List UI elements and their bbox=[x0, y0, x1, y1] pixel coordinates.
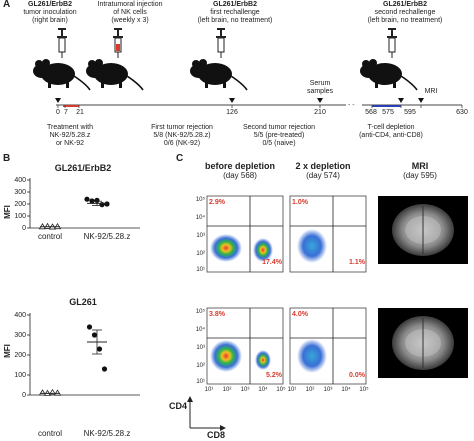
arrow-icon bbox=[317, 98, 323, 103]
axis-label-cd4: CD4 bbox=[168, 401, 187, 411]
x-tick-label: 10⁴ bbox=[258, 387, 268, 393]
y-tick-label: 100 bbox=[14, 213, 26, 220]
mfi-chart-gl261 bbox=[27, 313, 140, 396]
quadrant-pct: 4.0% bbox=[292, 311, 308, 318]
y-tick-label: 200 bbox=[14, 201, 26, 208]
column-title: MRI (day 595) bbox=[403, 161, 437, 180]
x-tick-label: 10⁵ bbox=[276, 387, 286, 393]
mfi-charts bbox=[27, 178, 140, 396]
y-tick-label: 10¹ bbox=[196, 379, 205, 385]
syringe-icon bbox=[112, 27, 124, 59]
y-tick-label: 10⁵ bbox=[195, 197, 205, 203]
y-tick-label: 400 bbox=[14, 312, 26, 319]
note-depletion: T-cell depletion (anti-CD4, anti-CD8) bbox=[359, 124, 423, 139]
y-tick-label: 10¹ bbox=[196, 267, 205, 273]
mri-time-label: MRI bbox=[424, 88, 438, 95]
tick-label: 0 bbox=[56, 109, 60, 116]
data-point bbox=[104, 201, 110, 207]
axis-label-cd8: CD8 bbox=[206, 430, 225, 440]
tick-label: 630 bbox=[456, 109, 468, 116]
event-label-inoculation: GL261/ErbB2 tumor inoculation (right brain… bbox=[23, 1, 77, 24]
y-tick-label: 0 bbox=[22, 392, 26, 399]
data-point bbox=[84, 196, 90, 202]
tick-label: 210 bbox=[314, 109, 326, 116]
y-tick-label: 300 bbox=[14, 189, 26, 196]
note-treatment: Treatment with NK-92/5.28.z or NK-92 bbox=[46, 124, 94, 147]
data-point bbox=[94, 197, 100, 203]
timeline-graphic: - - bbox=[32, 27, 463, 109]
arrow-icon bbox=[398, 98, 404, 103]
y-tick-label: 10² bbox=[196, 363, 205, 369]
tick-label: 595 bbox=[404, 109, 416, 116]
tick-label: 21 bbox=[76, 109, 84, 116]
column-title: 2 x depletion (day 574) bbox=[295, 161, 351, 180]
y-tick-label: 10⁴ bbox=[195, 215, 205, 221]
x-tick-label: 10¹ bbox=[287, 387, 297, 393]
x-tick-label: 10² bbox=[222, 387, 232, 393]
panel-c-letter: C bbox=[176, 153, 184, 164]
y-tick-label: 200 bbox=[14, 352, 26, 359]
y-tick-label: 10⁴ bbox=[195, 327, 205, 333]
data-point bbox=[86, 324, 93, 330]
data-point bbox=[101, 366, 108, 372]
quadrant-pct: 1.0% bbox=[292, 199, 308, 206]
tick-label: 7 bbox=[64, 109, 68, 116]
tick-label: 568 bbox=[365, 109, 377, 116]
data-point bbox=[96, 346, 103, 352]
y-tick-label: 10³ bbox=[196, 233, 205, 239]
tick-label: 126 bbox=[226, 109, 238, 116]
note-first-rejection: First tumor rejection 5/8 (NK-92/5.28.z) 0… bbox=[151, 124, 213, 147]
quadrant-pct: 5.2% bbox=[266, 372, 282, 379]
event-label-first-rechallenge: GL261/ErbB2 first rechallenge (left brain,… bbox=[197, 1, 273, 24]
data-point bbox=[91, 332, 98, 338]
arrow-up-icon bbox=[187, 396, 193, 402]
x-category-label: control bbox=[37, 232, 62, 241]
data-point bbox=[43, 222, 52, 229]
y-tick-label: 100 bbox=[14, 372, 26, 379]
mfi-chart-erbb2 bbox=[27, 178, 140, 230]
chart-title: GL261 bbox=[69, 297, 97, 307]
y-tick-label: 10⁵ bbox=[195, 309, 205, 315]
x-tick-label: 10¹ bbox=[204, 387, 214, 393]
column-title: before depletion (day 568) bbox=[204, 161, 275, 180]
y-tick-label: 300 bbox=[14, 332, 26, 339]
y-tick-label: 400 bbox=[14, 177, 26, 184]
tick-label: 575 bbox=[382, 109, 394, 116]
quadrant-pct: 0.0% bbox=[349, 372, 365, 379]
quadrant-pct: 3.8% bbox=[209, 311, 225, 318]
quadrant-pct: 2.9% bbox=[209, 199, 225, 206]
arrow-right-icon bbox=[220, 425, 226, 431]
y-tick-label: 10³ bbox=[196, 345, 205, 351]
panel-b-letter: B bbox=[3, 153, 11, 164]
y-tick-label: 10² bbox=[196, 251, 205, 257]
svg-text:- -: - - bbox=[348, 102, 355, 109]
event-label-second-rechallenge: GL261/ErbB2 second rechallenge (left brain… bbox=[367, 1, 443, 24]
x-tick-label: 10³ bbox=[240, 387, 250, 393]
x-category-label: NK-92/5.28.z bbox=[83, 232, 131, 241]
x-category-label: NK-92/5.28.z bbox=[83, 429, 131, 438]
arrow-icon bbox=[229, 98, 235, 103]
data-point bbox=[53, 389, 62, 396]
arrow-icon bbox=[55, 98, 61, 103]
x-tick-label: 10² bbox=[305, 387, 315, 393]
note-second-rejection: Second tumor rejection 5/5 (pre-treated) 0… bbox=[243, 124, 315, 147]
x-tick-label: 10³ bbox=[323, 387, 333, 393]
data-point bbox=[53, 222, 62, 230]
x-tick-label: 10⁴ bbox=[341, 387, 351, 393]
serum-label: Serum samples bbox=[306, 80, 334, 95]
quadrant-pct: 1.1% bbox=[349, 259, 365, 266]
x-tick-label: 10⁵ bbox=[359, 387, 369, 393]
y-tick-label: 0 bbox=[22, 225, 26, 232]
x-category-label: control bbox=[37, 429, 62, 438]
arrow-icon bbox=[418, 98, 424, 103]
chart-title: GL261/ErbB2 bbox=[54, 163, 112, 173]
panel-a-letter: A bbox=[3, 0, 11, 10]
event-label-nk-injection: Intratumoral injection of NK cells (weekly… bbox=[97, 1, 163, 24]
quadrant-pct: 17.4% bbox=[262, 259, 282, 266]
